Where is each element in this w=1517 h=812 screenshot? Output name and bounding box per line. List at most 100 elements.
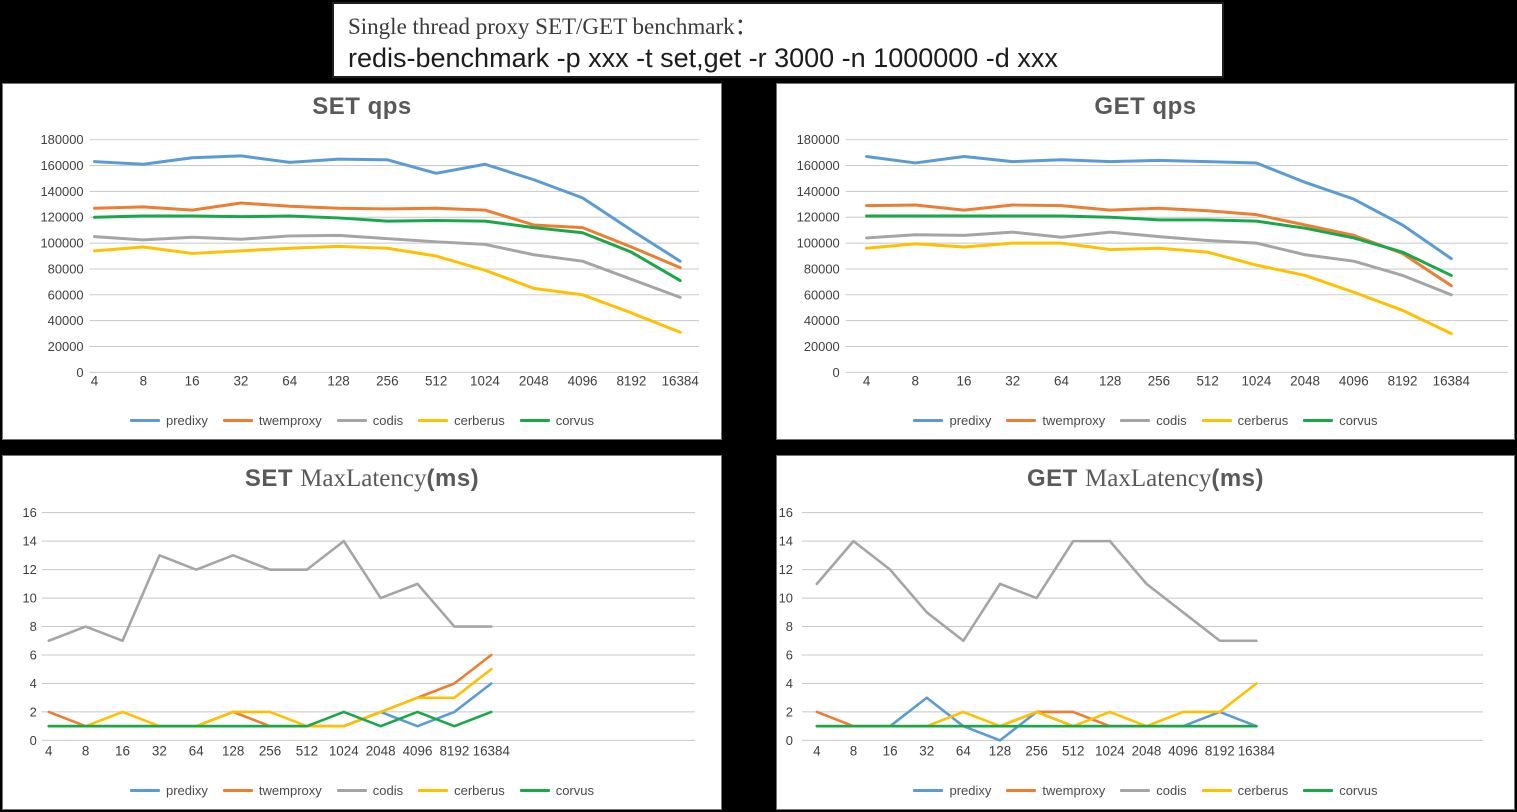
legend-item-twemproxy: twemproxy bbox=[222, 413, 322, 428]
legend-label: twemproxy bbox=[1042, 413, 1106, 428]
chart-panel-get-maxlatency: GET MaxLatency(ms) 0 2 4 6 8 10 12 14 16 4 8 16 32 64 1… bbox=[776, 455, 1515, 810]
x-tick-label: 32 bbox=[1005, 373, 1020, 388]
y-tick-label: 12 bbox=[779, 562, 793, 577]
y-tick-label: 120000 bbox=[40, 210, 83, 225]
x-tick-label: 1024 bbox=[1095, 743, 1125, 758]
x-tick-label: 8 bbox=[140, 373, 147, 388]
y-tick-label: 0 bbox=[76, 365, 83, 380]
get-qps-plot: 0 20000 40000 60000 80000 100000 120000 140000 1… bbox=[797, 132, 1508, 388]
legend-line-swatch bbox=[913, 789, 944, 792]
legend-item-codis: codis bbox=[336, 413, 403, 428]
y-tick-label: 180000 bbox=[797, 132, 840, 147]
legend-label: codis bbox=[1156, 413, 1187, 428]
x-tick-label: 64 bbox=[1054, 373, 1069, 388]
chart-legend-get-latency: predixy twemproxy codis cerberus corvus bbox=[777, 783, 1514, 798]
y-tick-label: 20000 bbox=[804, 339, 840, 354]
chart-title-get-qps: GET qps bbox=[777, 93, 1514, 121]
y-tick-label: 140000 bbox=[797, 184, 840, 199]
chart-panel-set-qps: SET qps 0 20000 40000 60000 80000 100000 120000… bbox=[2, 83, 722, 440]
y-tick-label: 8 bbox=[30, 619, 37, 634]
y-tick-label: 140000 bbox=[40, 184, 83, 199]
legend-line-swatch bbox=[1006, 419, 1037, 422]
x-tick-label: 512 bbox=[1196, 373, 1218, 388]
x-tick-label: 2048 bbox=[1290, 373, 1320, 388]
x-tick-label: 4 bbox=[45, 743, 53, 758]
legend-item-predixy: predixy bbox=[913, 413, 991, 428]
y-tick-label: 60000 bbox=[804, 287, 840, 302]
x-tick-label: 8 bbox=[82, 743, 89, 758]
legend-item-cerberus: cerberus bbox=[1201, 413, 1288, 428]
y-tick-label: 60000 bbox=[48, 287, 84, 302]
x-tick-label: 1024 bbox=[1241, 373, 1271, 388]
x-tick-label: 32 bbox=[152, 743, 167, 758]
x-tick-label: 32 bbox=[919, 743, 934, 758]
chart-title-set-qps: SET qps bbox=[3, 93, 721, 121]
y-tick-label: 10 bbox=[22, 591, 36, 606]
x-tick-label: 4 bbox=[91, 373, 99, 388]
series-line-twemproxy bbox=[93, 201, 682, 270]
legend-label: codis bbox=[372, 783, 404, 798]
legend-item-twemproxy: twemproxy bbox=[222, 783, 322, 798]
legend-label: cerberus bbox=[454, 783, 505, 798]
series-line-codis bbox=[93, 233, 682, 299]
legend-label: corvus bbox=[555, 783, 594, 798]
chart-title-part: (ms) bbox=[426, 465, 480, 492]
legend-item-cerberus: cerberus bbox=[418, 783, 505, 798]
series-line-codis bbox=[47, 539, 493, 643]
y-tick-label: 10 bbox=[779, 591, 793, 606]
legend-label: predixy bbox=[949, 413, 992, 428]
chart-title-serif-part: MaxLatency bbox=[1085, 465, 1212, 492]
series-line-cerberus bbox=[93, 244, 682, 334]
get-latency-plot: 0 2 4 6 8 10 12 14 16 4 8 16 32 64 128 256 512 1024 2048 40… bbox=[779, 505, 1484, 758]
legend-line-swatch bbox=[519, 789, 550, 792]
x-tick-label: 4096 bbox=[568, 373, 598, 388]
y-tick-label: 120000 bbox=[797, 210, 840, 225]
legend-line-swatch bbox=[418, 789, 449, 792]
y-tick-label: 80000 bbox=[804, 261, 840, 276]
legend-label: predixy bbox=[949, 783, 992, 798]
legend-line-swatch bbox=[519, 419, 550, 422]
y-tick-label: 4 bbox=[786, 676, 793, 691]
legend-line-swatch bbox=[418, 419, 449, 422]
legend-line-swatch bbox=[1201, 789, 1232, 792]
x-tick-label: 512 bbox=[425, 373, 447, 388]
legend-label: cerberus bbox=[1237, 783, 1289, 798]
x-tick-label: 256 bbox=[1025, 743, 1047, 758]
y-tick-label: 40000 bbox=[804, 313, 840, 328]
series-line-predixy bbox=[47, 682, 493, 728]
legend-label: codis bbox=[1156, 783, 1187, 798]
x-tick-label: 32 bbox=[233, 373, 248, 388]
x-tick-label: 4096 bbox=[1168, 743, 1198, 758]
legend-line-swatch bbox=[336, 419, 367, 422]
series-line-twemproxy bbox=[865, 203, 1453, 288]
legend-label: twemproxy bbox=[258, 783, 322, 798]
legend-item-corvus: corvus bbox=[1303, 783, 1378, 798]
y-tick-label: 100000 bbox=[797, 236, 840, 251]
legend-item-corvus: corvus bbox=[519, 413, 594, 428]
chart-title-get-latency: GET MaxLatency(ms) bbox=[777, 465, 1514, 493]
y-tick-label: 0 bbox=[786, 733, 793, 748]
x-tick-label: 128 bbox=[327, 373, 349, 388]
x-tick-label: 8192 bbox=[439, 743, 469, 758]
series-line-corvus bbox=[93, 214, 682, 283]
legend-line-swatch bbox=[913, 419, 944, 422]
x-tick-label: 64 bbox=[282, 373, 297, 388]
title-box: Single thread proxy SET/GET benchmark： r… bbox=[332, 2, 1224, 78]
x-tick-label: 512 bbox=[1062, 743, 1084, 758]
y-tick-label: 160000 bbox=[40, 158, 83, 173]
x-tick-label: 128 bbox=[989, 743, 1011, 758]
series-line-cerberus bbox=[865, 241, 1453, 336]
x-tick-label: 16 bbox=[883, 743, 898, 758]
y-tick-label: 180000 bbox=[40, 132, 83, 147]
x-tick-label: 8192 bbox=[616, 373, 646, 388]
x-tick-label: 16384 bbox=[1238, 743, 1276, 758]
y-tick-label: 16 bbox=[779, 505, 793, 520]
legend-label: corvus bbox=[1339, 413, 1378, 428]
y-tick-label: 20000 bbox=[48, 339, 84, 354]
x-tick-label: 128 bbox=[1099, 373, 1121, 388]
legend-line-swatch bbox=[222, 789, 253, 792]
benchmark-title: Single thread proxy SET/GET benchmark： bbox=[348, 14, 758, 39]
y-tick-label: 160000 bbox=[797, 158, 840, 173]
legend-label: twemproxy bbox=[258, 413, 322, 428]
